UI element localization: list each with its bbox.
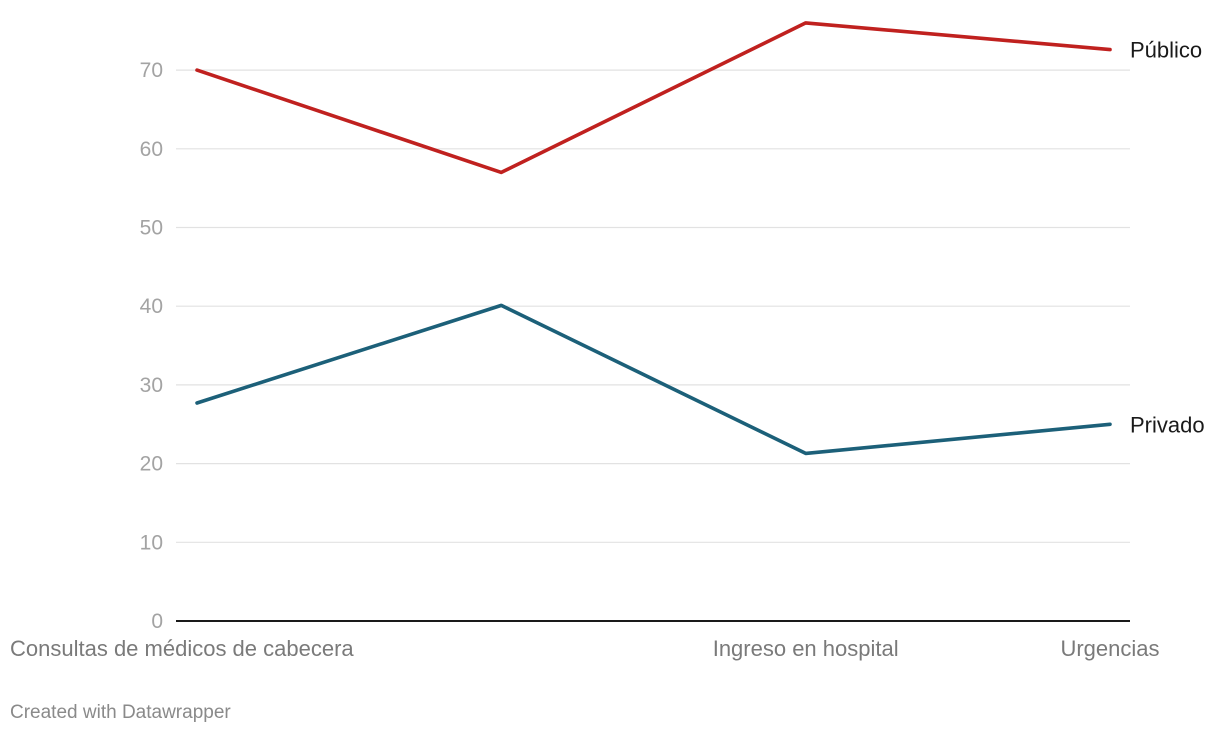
series-line-publico (195, 21, 1112, 175)
y-tick-label: 0 (151, 610, 163, 633)
y-tick-label: 10 (140, 531, 163, 554)
x-tick-label: Ingreso en hospital (713, 636, 899, 661)
grid-layer (176, 69, 1130, 622)
series-labels: Público Privado (1130, 38, 1205, 438)
credit-footer[interactable]: Created with Datawrapper (10, 702, 231, 723)
y-tick-label: 30 (140, 374, 163, 397)
series-layer (195, 21, 1112, 456)
y-tick-label: 20 (140, 453, 163, 476)
x-tick-label: Consultas de médicos de cabecera (10, 636, 354, 661)
series-label-privado: Privado (1130, 412, 1205, 437)
y-axis-ticks: 0 10 20 30 40 50 60 70 (140, 59, 163, 633)
x-axis-labels: Consultas de médicos de cabecera Ingreso … (10, 636, 1160, 661)
series-line-privado (195, 303, 1112, 456)
y-tick-label: 70 (140, 59, 163, 82)
x-tick-label: Urgencias (1060, 636, 1159, 661)
y-tick-label: 60 (140, 138, 163, 161)
y-tick-label: 50 (140, 217, 163, 240)
y-tick-label: 40 (140, 295, 163, 318)
series-label-publico: Público (1130, 38, 1202, 63)
